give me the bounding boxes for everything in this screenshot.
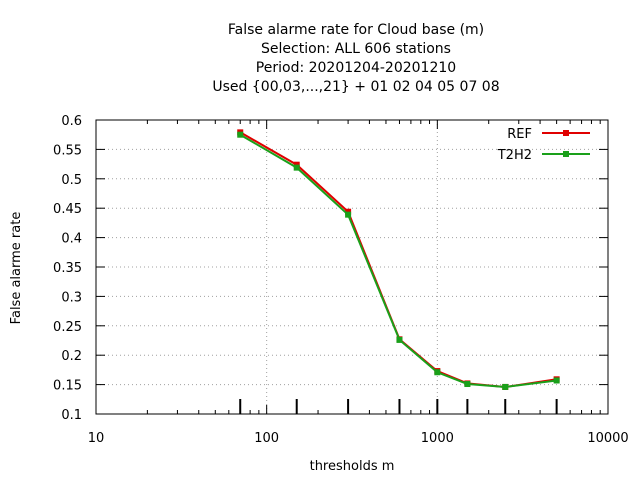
y-tick-label: 0.45 <box>53 202 82 217</box>
grid-lines <box>96 120 608 414</box>
threshold-markers <box>239 399 558 414</box>
y-tick-label: 0.1 <box>61 408 82 423</box>
series-line <box>239 133 557 389</box>
title-line: False alarme rate for Cloud base (m) <box>228 22 484 38</box>
legend-marker <box>563 130 569 136</box>
data-point <box>502 383 509 390</box>
x-tick-label: 10 <box>88 431 105 446</box>
series-ref <box>237 129 560 390</box>
series-group <box>237 129 560 390</box>
x-tick-label: 100 <box>254 431 279 446</box>
legend: REF T2H2 <box>497 127 590 163</box>
y-tick-label: 0.15 <box>53 379 82 394</box>
y-tick-label: 0.5 <box>61 173 82 188</box>
y-tick-label: 0.2 <box>61 349 82 364</box>
series-t2h2 <box>237 131 560 390</box>
x-axis-label: thresholds m <box>310 459 395 474</box>
y-axis-label: False alarme rate <box>9 212 24 325</box>
data-point <box>464 381 471 388</box>
legend-label: T2H2 <box>497 148 532 163</box>
chart-title: False alarme rate for Cloud base (m) Sele… <box>212 22 499 95</box>
data-point <box>293 164 300 171</box>
x-tick-label: 1000 <box>421 431 454 446</box>
data-point <box>553 377 560 384</box>
axis-ticks: 0.1 0.15 0.2 0.25 0.3 0.35 0.4 0.45 0.5 0.55 0.6 10… <box>53 114 629 446</box>
legend-marker <box>563 151 569 157</box>
data-point <box>345 211 352 218</box>
data-point <box>434 369 441 376</box>
x-tick-label: 10000 <box>587 431 628 446</box>
y-tick-label: 0.35 <box>53 261 82 276</box>
title-line: Used {00,03,...,21} + 01 02 04 05 07 08 <box>212 79 499 95</box>
title-line: Period: 20201204-20201210 <box>256 60 456 76</box>
series-line <box>239 131 557 389</box>
y-tick-label: 0.6 <box>61 114 82 129</box>
y-tick-label: 0.55 <box>53 143 82 158</box>
title-line: Selection: ALL 606 stations <box>261 41 451 57</box>
data-point <box>396 336 403 343</box>
y-tick-label: 0.4 <box>61 232 82 247</box>
y-tick-label: 0.25 <box>53 320 82 335</box>
legend-label: REF <box>507 127 532 142</box>
data-point <box>237 131 244 138</box>
y-tick-label: 0.3 <box>61 290 82 305</box>
